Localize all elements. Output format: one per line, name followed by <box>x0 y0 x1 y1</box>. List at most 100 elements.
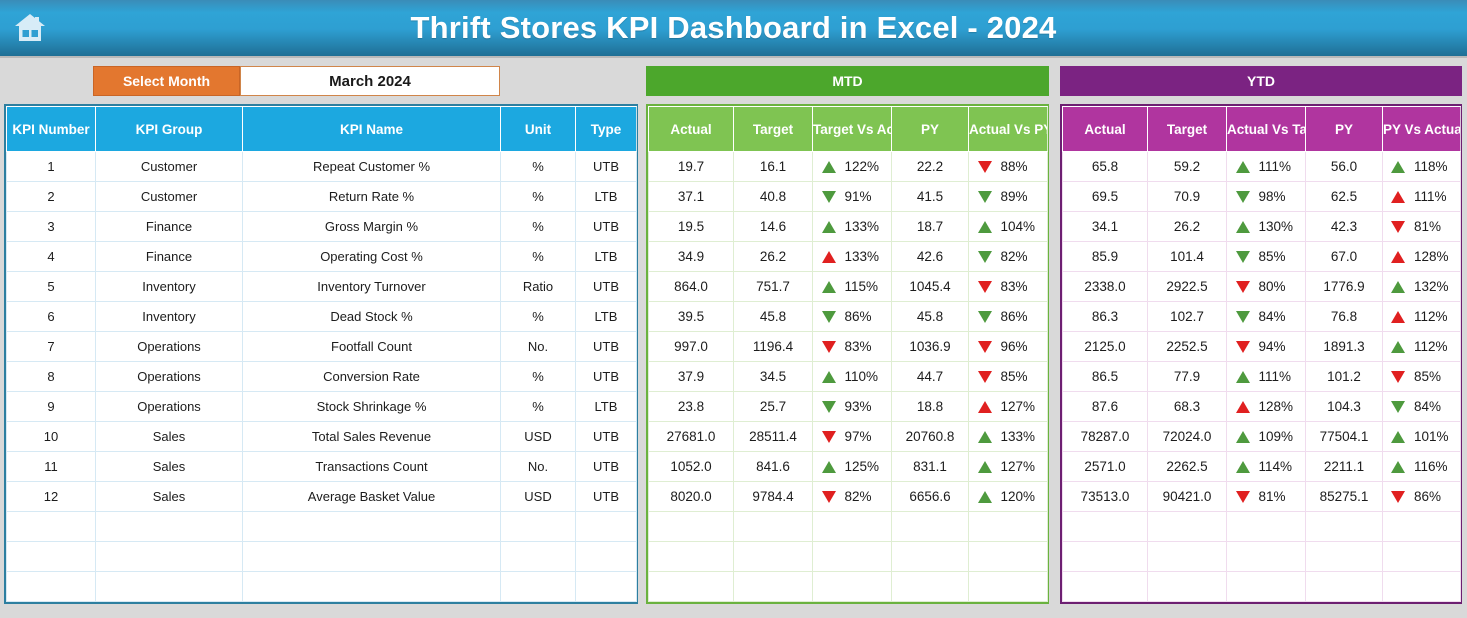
kpi-number: 8 <box>6 361 96 392</box>
mtd-py: 831.1 <box>891 451 969 482</box>
empty-cell <box>575 511 637 542</box>
arrow-down-icon <box>1391 400 1405 413</box>
empty-cell <box>1062 571 1148 602</box>
empty-cell <box>1062 511 1148 542</box>
kpi-unit: % <box>500 151 576 182</box>
empty-cell <box>1147 511 1227 542</box>
ytd-actual: 85.9 <box>1062 241 1148 272</box>
ytd-actual-vs-target: 109% <box>1226 421 1306 452</box>
variance-percent: 85% <box>1000 369 1028 384</box>
arrow-down-icon <box>977 250 992 263</box>
table-row: 3 Finance Gross Margin %% UTB <box>6 211 637 242</box>
variance-percent: 112% <box>1414 339 1448 354</box>
ytd-actual-vs-target: 128% <box>1226 391 1306 422</box>
variance-percent: 132% <box>1414 279 1449 294</box>
empty-cell <box>1382 541 1461 572</box>
arrow-up-icon <box>1391 250 1405 263</box>
kpi-name: Gross Margin % <box>242 211 501 242</box>
empty-cell <box>6 541 96 572</box>
kpi-group: Finance <box>95 241 243 272</box>
variance-percent: 111% <box>1414 189 1447 204</box>
variance-percent: 88% <box>1000 159 1028 174</box>
empty-cell <box>1147 541 1227 572</box>
empty-cell <box>1226 541 1306 572</box>
arrow-up-icon <box>821 160 836 173</box>
ytd-actual: 65.8 <box>1062 151 1148 182</box>
table-row-empty <box>6 541 637 572</box>
table-row: 864.0 751.7 115% 1045.4 83% <box>648 271 1048 302</box>
variance-percent: 110% <box>844 369 879 384</box>
empty-cell <box>1226 511 1306 542</box>
variance-percent: 111% <box>1258 369 1292 384</box>
ytd-target: 72024.0 <box>1147 421 1227 452</box>
kpi-group: Customer <box>95 181 243 212</box>
ytd-py: 56.0 <box>1305 151 1383 182</box>
ytd-target: 90421.0 <box>1147 481 1227 512</box>
home-icon[interactable] <box>0 0 60 57</box>
ytd-target: 70.9 <box>1147 181 1227 212</box>
arrow-up-icon <box>977 220 992 233</box>
arrow-up-icon <box>1235 220 1250 233</box>
kpi-type: UTB <box>575 481 637 512</box>
empty-cell <box>812 541 892 572</box>
kpi-type: UTB <box>575 451 637 482</box>
mtd-actual-vs-py: 127% <box>968 391 1048 422</box>
ytd-target: 102.7 <box>1147 301 1227 332</box>
table-row: 5 Inventory Inventory Turnover Ratio UTB <box>6 271 637 302</box>
arrow-up-icon <box>1235 430 1250 443</box>
mtd-actual: 19.5 <box>648 211 734 242</box>
kpi-name: Repeat Customer % <box>242 151 501 182</box>
ytd-actual: 73513.0 <box>1062 481 1148 512</box>
kpi-group: Sales <box>95 451 243 482</box>
kpi-group: Operations <box>95 331 243 362</box>
mtd-target: 16.1 <box>733 151 813 182</box>
page-title: Thrift Stores KPI Dashboard in Excel - 2… <box>410 10 1057 45</box>
ytd-actual-vs-target: 85% <box>1226 241 1306 272</box>
title-bar: Thrift Stores KPI Dashboard in Excel - 2… <box>0 0 1467 58</box>
kpi-type: LTB <box>575 241 637 272</box>
empty-cell <box>648 511 734 542</box>
mtd-actual-vs-py: 85% <box>968 361 1048 392</box>
kpi-number: 7 <box>6 331 96 362</box>
kpi-name: Return Rate % <box>242 181 501 212</box>
kpi-group: Inventory <box>95 301 243 332</box>
arrow-up-icon <box>821 250 836 263</box>
arrow-down-icon <box>821 190 836 203</box>
mtd-actual-vs-py: 83% <box>968 271 1048 302</box>
mtd-actual-vs-py: 133% <box>968 421 1048 452</box>
table-row: 86.5 77.9 111% 101.2 85% <box>1062 361 1461 392</box>
kpi-name: Average Basket Value <box>242 481 501 512</box>
arrow-up-icon <box>1391 430 1405 443</box>
kpi-number: 11 <box>6 451 96 482</box>
mtd-py: 18.7 <box>891 211 969 242</box>
arrow-up-icon <box>1391 310 1405 323</box>
variance-percent: 128% <box>1414 249 1449 264</box>
ytd-py-vs-actual: 81% <box>1382 211 1461 242</box>
empty-cell <box>1305 541 1383 572</box>
ytd-py: 2211.1 <box>1305 451 1383 482</box>
ytd-actual-vs-target: 84% <box>1226 301 1306 332</box>
arrow-down-icon <box>977 280 992 293</box>
variance-percent: 82% <box>844 489 872 504</box>
empty-cell <box>812 571 892 602</box>
kpi-col-number: KPI Number <box>6 106 96 152</box>
ytd-py: 85275.1 <box>1305 481 1383 512</box>
ytd-actual: 86.5 <box>1062 361 1148 392</box>
variance-percent: 93% <box>844 399 872 414</box>
mtd-actual-vs-py: 120% <box>968 481 1048 512</box>
variance-percent: 98% <box>1258 189 1286 204</box>
variance-percent: 86% <box>844 309 872 324</box>
variance-percent: 96% <box>1000 339 1028 354</box>
mtd-target: 25.7 <box>733 391 813 422</box>
table-row: 8 Operations Conversion Rate% UTB <box>6 361 637 392</box>
mtd-target-vs-actual: 110% <box>812 361 892 392</box>
arrow-up-icon <box>977 430 992 443</box>
month-select-dropdown[interactable]: March 2024 <box>240 66 500 96</box>
ytd-actual-vs-target: 98% <box>1226 181 1306 212</box>
kpi-type: UTB <box>575 211 637 242</box>
table-row: 78287.0 72024.0 109% 77504.1 101% <box>1062 421 1461 452</box>
ytd-actual-vs-target: 94% <box>1226 331 1306 362</box>
mtd-target-vs-actual: 115% <box>812 271 892 302</box>
variance-percent: 133% <box>844 219 880 234</box>
